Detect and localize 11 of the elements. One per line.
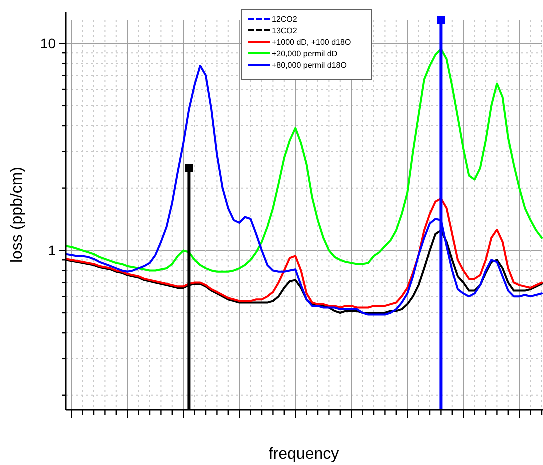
line-series	[65, 48, 543, 273]
legend-label: +1000 dD, +100 d18O	[272, 38, 352, 47]
legend-label: 12CO2	[272, 14, 298, 24]
line-series	[65, 198, 543, 309]
legend-label: +80,000 permil d18O	[272, 60, 347, 70]
y-tick-label: 10	[40, 35, 56, 52]
y-axis-title: loss (ppb/cm)	[9, 166, 26, 264]
legend-label: 13CO2	[272, 26, 298, 36]
legend-label: +20,000 permil dD	[272, 49, 338, 58]
y-tick-label: 1	[48, 242, 56, 259]
x-axis-title: frequency	[268, 446, 340, 463]
